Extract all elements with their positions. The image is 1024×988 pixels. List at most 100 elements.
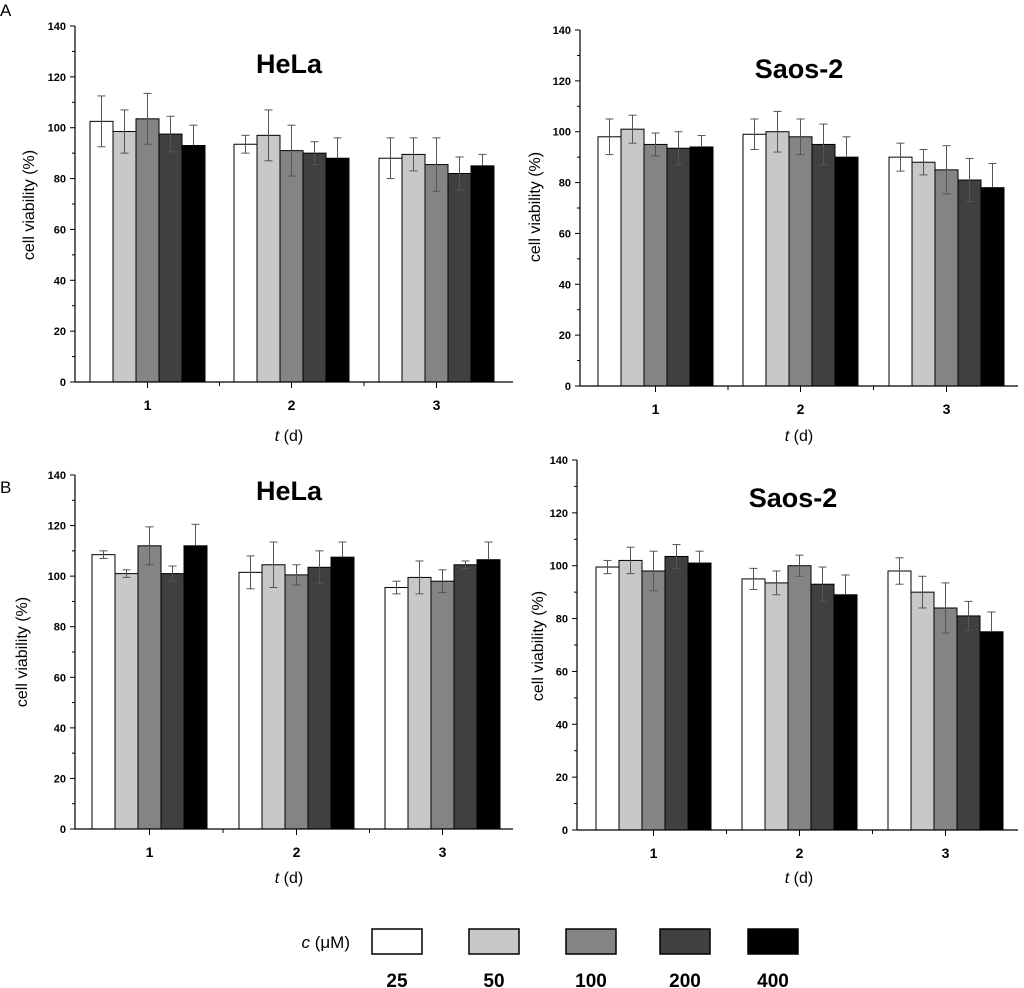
bar-200uM-day1 bbox=[664, 555, 689, 831]
y-tick-label: 20 bbox=[54, 773, 66, 785]
chart-title: HeLa bbox=[256, 476, 323, 506]
x-axis-label: t (d) bbox=[275, 428, 303, 445]
panel-label-b: B bbox=[0, 478, 11, 497]
bar-100uM-day1 bbox=[135, 118, 160, 383]
x-tick-label: 2 bbox=[293, 844, 301, 860]
bar-25uM-day1 bbox=[595, 566, 620, 831]
bar-50uM-day2 bbox=[256, 134, 281, 383]
x-tick-label: 1 bbox=[650, 845, 658, 861]
bar-50uM-day2 bbox=[261, 564, 286, 830]
y-tick-label: 20 bbox=[559, 330, 571, 342]
bar-400uM-day1 bbox=[183, 545, 208, 830]
x-tick-label: 3 bbox=[943, 401, 951, 417]
x-tick-label: 2 bbox=[796, 845, 804, 861]
legend-swatch-50 bbox=[468, 928, 520, 955]
legend-swatch-25 bbox=[371, 928, 423, 955]
bar-200uM-day2 bbox=[302, 152, 327, 383]
x-axis-label-var: t bbox=[785, 870, 790, 887]
bar-100uM-day1 bbox=[641, 570, 666, 831]
x-axis-label-unit: (d) bbox=[279, 870, 303, 887]
bar-25uM-day3 bbox=[378, 157, 403, 383]
y-tick-label: 60 bbox=[54, 672, 66, 684]
bar-200uM-day3 bbox=[447, 172, 472, 383]
x-tick-label: 1 bbox=[144, 397, 152, 413]
bar-200uM-day2 bbox=[811, 143, 836, 387]
y-tick-label: 120 bbox=[48, 521, 66, 533]
y-tick-label: 40 bbox=[54, 275, 66, 287]
bar-400uM-day1 bbox=[689, 146, 714, 387]
chart-title: Saos-2 bbox=[755, 54, 844, 84]
bar-100uM-day2 bbox=[279, 150, 304, 383]
y-axis-label: cell viability (%) bbox=[14, 597, 31, 707]
bar-50uM-day3 bbox=[911, 161, 936, 387]
bar-100uM-day2 bbox=[284, 574, 309, 830]
x-tick-label: 1 bbox=[146, 844, 154, 860]
bar-200uM-day2 bbox=[307, 566, 332, 830]
chart-b-saos-2: 1 2 3 0 20 40 60 80 100 120 140 Saos-2 t (d) cell via… bbox=[530, 455, 1018, 887]
chart-b-hela: 1 2 3 0 20 40 60 80 100 120 140 HeLa t (d) cell viabi… bbox=[14, 470, 513, 887]
chart-title: HeLa bbox=[256, 49, 323, 79]
x-tick-label: 1 bbox=[652, 401, 660, 417]
bar-50uM-day3 bbox=[407, 576, 432, 830]
y-tick-label: 140 bbox=[553, 25, 571, 37]
y-tick-label: 0 bbox=[60, 377, 66, 389]
bar-25uM-day3 bbox=[384, 587, 409, 830]
bar-100uM-day3 bbox=[933, 607, 958, 831]
y-tick-label: 40 bbox=[54, 723, 66, 735]
panel-label-a: A bbox=[0, 1, 12, 20]
bar-100uM-day2 bbox=[787, 565, 812, 831]
x-tick-label: 2 bbox=[797, 401, 805, 417]
bar-100uM-day1 bbox=[137, 545, 162, 830]
x-axis-label-var: t bbox=[275, 870, 280, 887]
y-tick-label: 140 bbox=[48, 470, 66, 482]
legend-swatch-400 bbox=[747, 928, 799, 955]
legend-swatch-200 bbox=[659, 928, 711, 955]
y-tick-label: 60 bbox=[54, 224, 66, 236]
bar-100uM-day3 bbox=[934, 169, 959, 387]
y-tick-label: 120 bbox=[550, 508, 568, 520]
bar-100uM-day1 bbox=[643, 143, 668, 387]
bar-25uM-day2 bbox=[233, 143, 258, 383]
x-tick-label: 3 bbox=[942, 845, 950, 861]
chart-a-saos-2: 1 2 3 0 20 40 60 80 100 120 140 Saos-2 t (d) cell via… bbox=[527, 25, 1018, 445]
bar-25uM-day1 bbox=[89, 120, 114, 383]
bar-200uM-day3 bbox=[957, 179, 982, 387]
bar-100uM-day2 bbox=[788, 136, 813, 387]
y-tick-label: 140 bbox=[48, 21, 66, 33]
bar-25uM-day3 bbox=[887, 570, 912, 831]
bar-25uM-day1 bbox=[91, 554, 116, 830]
x-tick-label: 3 bbox=[433, 397, 441, 413]
legend-title: c (μM) bbox=[301, 933, 350, 952]
x-axis-label-unit: (d) bbox=[789, 428, 813, 445]
bar-25uM-day1 bbox=[597, 136, 622, 387]
legend: c (μM) 25 50 100 200 400 bbox=[301, 928, 799, 988]
y-tick-label: 120 bbox=[553, 76, 571, 88]
y-tick-label: 80 bbox=[556, 614, 568, 626]
bar-200uM-day1 bbox=[160, 573, 185, 830]
legend-label-400: 400 bbox=[757, 971, 789, 988]
x-tick-label: 3 bbox=[439, 844, 447, 860]
x-axis-label: t (d) bbox=[785, 870, 813, 887]
bar-50uM-day1 bbox=[618, 559, 643, 831]
legend-title-var: c bbox=[301, 933, 310, 952]
bar-200uM-day3 bbox=[453, 564, 478, 830]
legend-swatch-100 bbox=[565, 928, 617, 955]
bar-400uM-day2 bbox=[833, 594, 858, 831]
bar-25uM-day2 bbox=[238, 571, 263, 830]
y-tick-label: 20 bbox=[556, 772, 568, 784]
legend-label-200: 200 bbox=[669, 971, 701, 988]
y-tick-label: 80 bbox=[559, 178, 571, 190]
x-axis-label-unit: (d) bbox=[789, 870, 813, 887]
y-tick-label: 120 bbox=[48, 72, 66, 84]
y-tick-label: 80 bbox=[54, 622, 66, 634]
bar-400uM-day1 bbox=[687, 562, 712, 831]
bar-50uM-day3 bbox=[910, 591, 935, 831]
chart-a-hela: 1 2 3 0 20 40 60 80 100 120 140 HeLa t (d) cell viabi… bbox=[21, 21, 513, 445]
bar-25uM-day2 bbox=[742, 133, 767, 387]
y-tick-label: 140 bbox=[550, 455, 568, 467]
y-tick-label: 20 bbox=[54, 326, 66, 338]
y-tick-label: 0 bbox=[60, 824, 66, 836]
y-tick-label: 60 bbox=[559, 228, 571, 240]
